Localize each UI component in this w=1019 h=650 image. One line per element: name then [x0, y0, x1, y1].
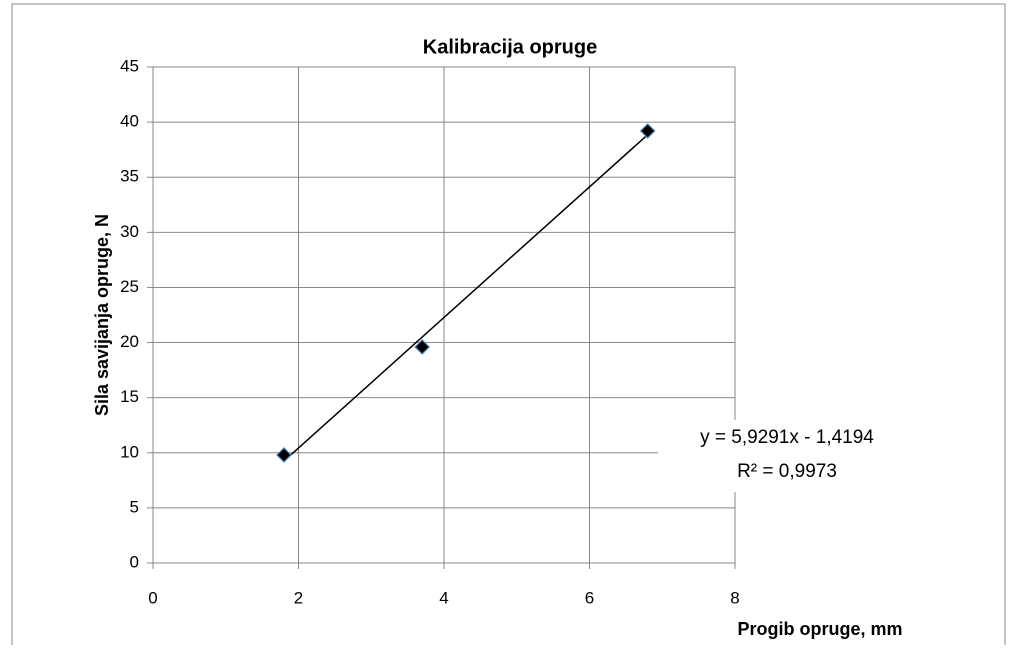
y-tick-label: 45 [120, 56, 139, 75]
x-tick-label: 8 [730, 588, 739, 607]
y-tick-label: 10 [120, 442, 139, 461]
x-tick-label: 2 [294, 588, 303, 607]
chart-title: Kalibracija opruge [423, 36, 598, 58]
y-tick-label: 30 [120, 222, 139, 241]
y-tick-label: 35 [120, 167, 139, 186]
y-axis-label: Sila savijanja opruge, N [92, 214, 112, 416]
y-tick-label: 0 [130, 552, 139, 571]
x-tick-label: 6 [585, 588, 594, 607]
trendline [283, 134, 649, 462]
data-point [639, 123, 656, 139]
y-tick-label: 5 [130, 497, 139, 516]
y-tick-label: 20 [120, 332, 139, 351]
y-tick-label: 40 [120, 112, 139, 131]
chart-frame [11, 3, 1006, 650]
annotation: R² = 0,9973 [737, 461, 837, 482]
y-tick-label: 25 [120, 277, 139, 296]
x-tick-label: 4 [439, 588, 448, 607]
data-point [414, 339, 431, 355]
annotation-box [658, 420, 916, 492]
y-tick-label: 15 [120, 387, 139, 406]
x-tick-label: 0 [148, 588, 157, 607]
data-point [276, 447, 292, 463]
x-axis-label: Progib opruge, mm [737, 619, 902, 639]
annotation: y = 5,9291x - 1,4194 [700, 427, 874, 448]
